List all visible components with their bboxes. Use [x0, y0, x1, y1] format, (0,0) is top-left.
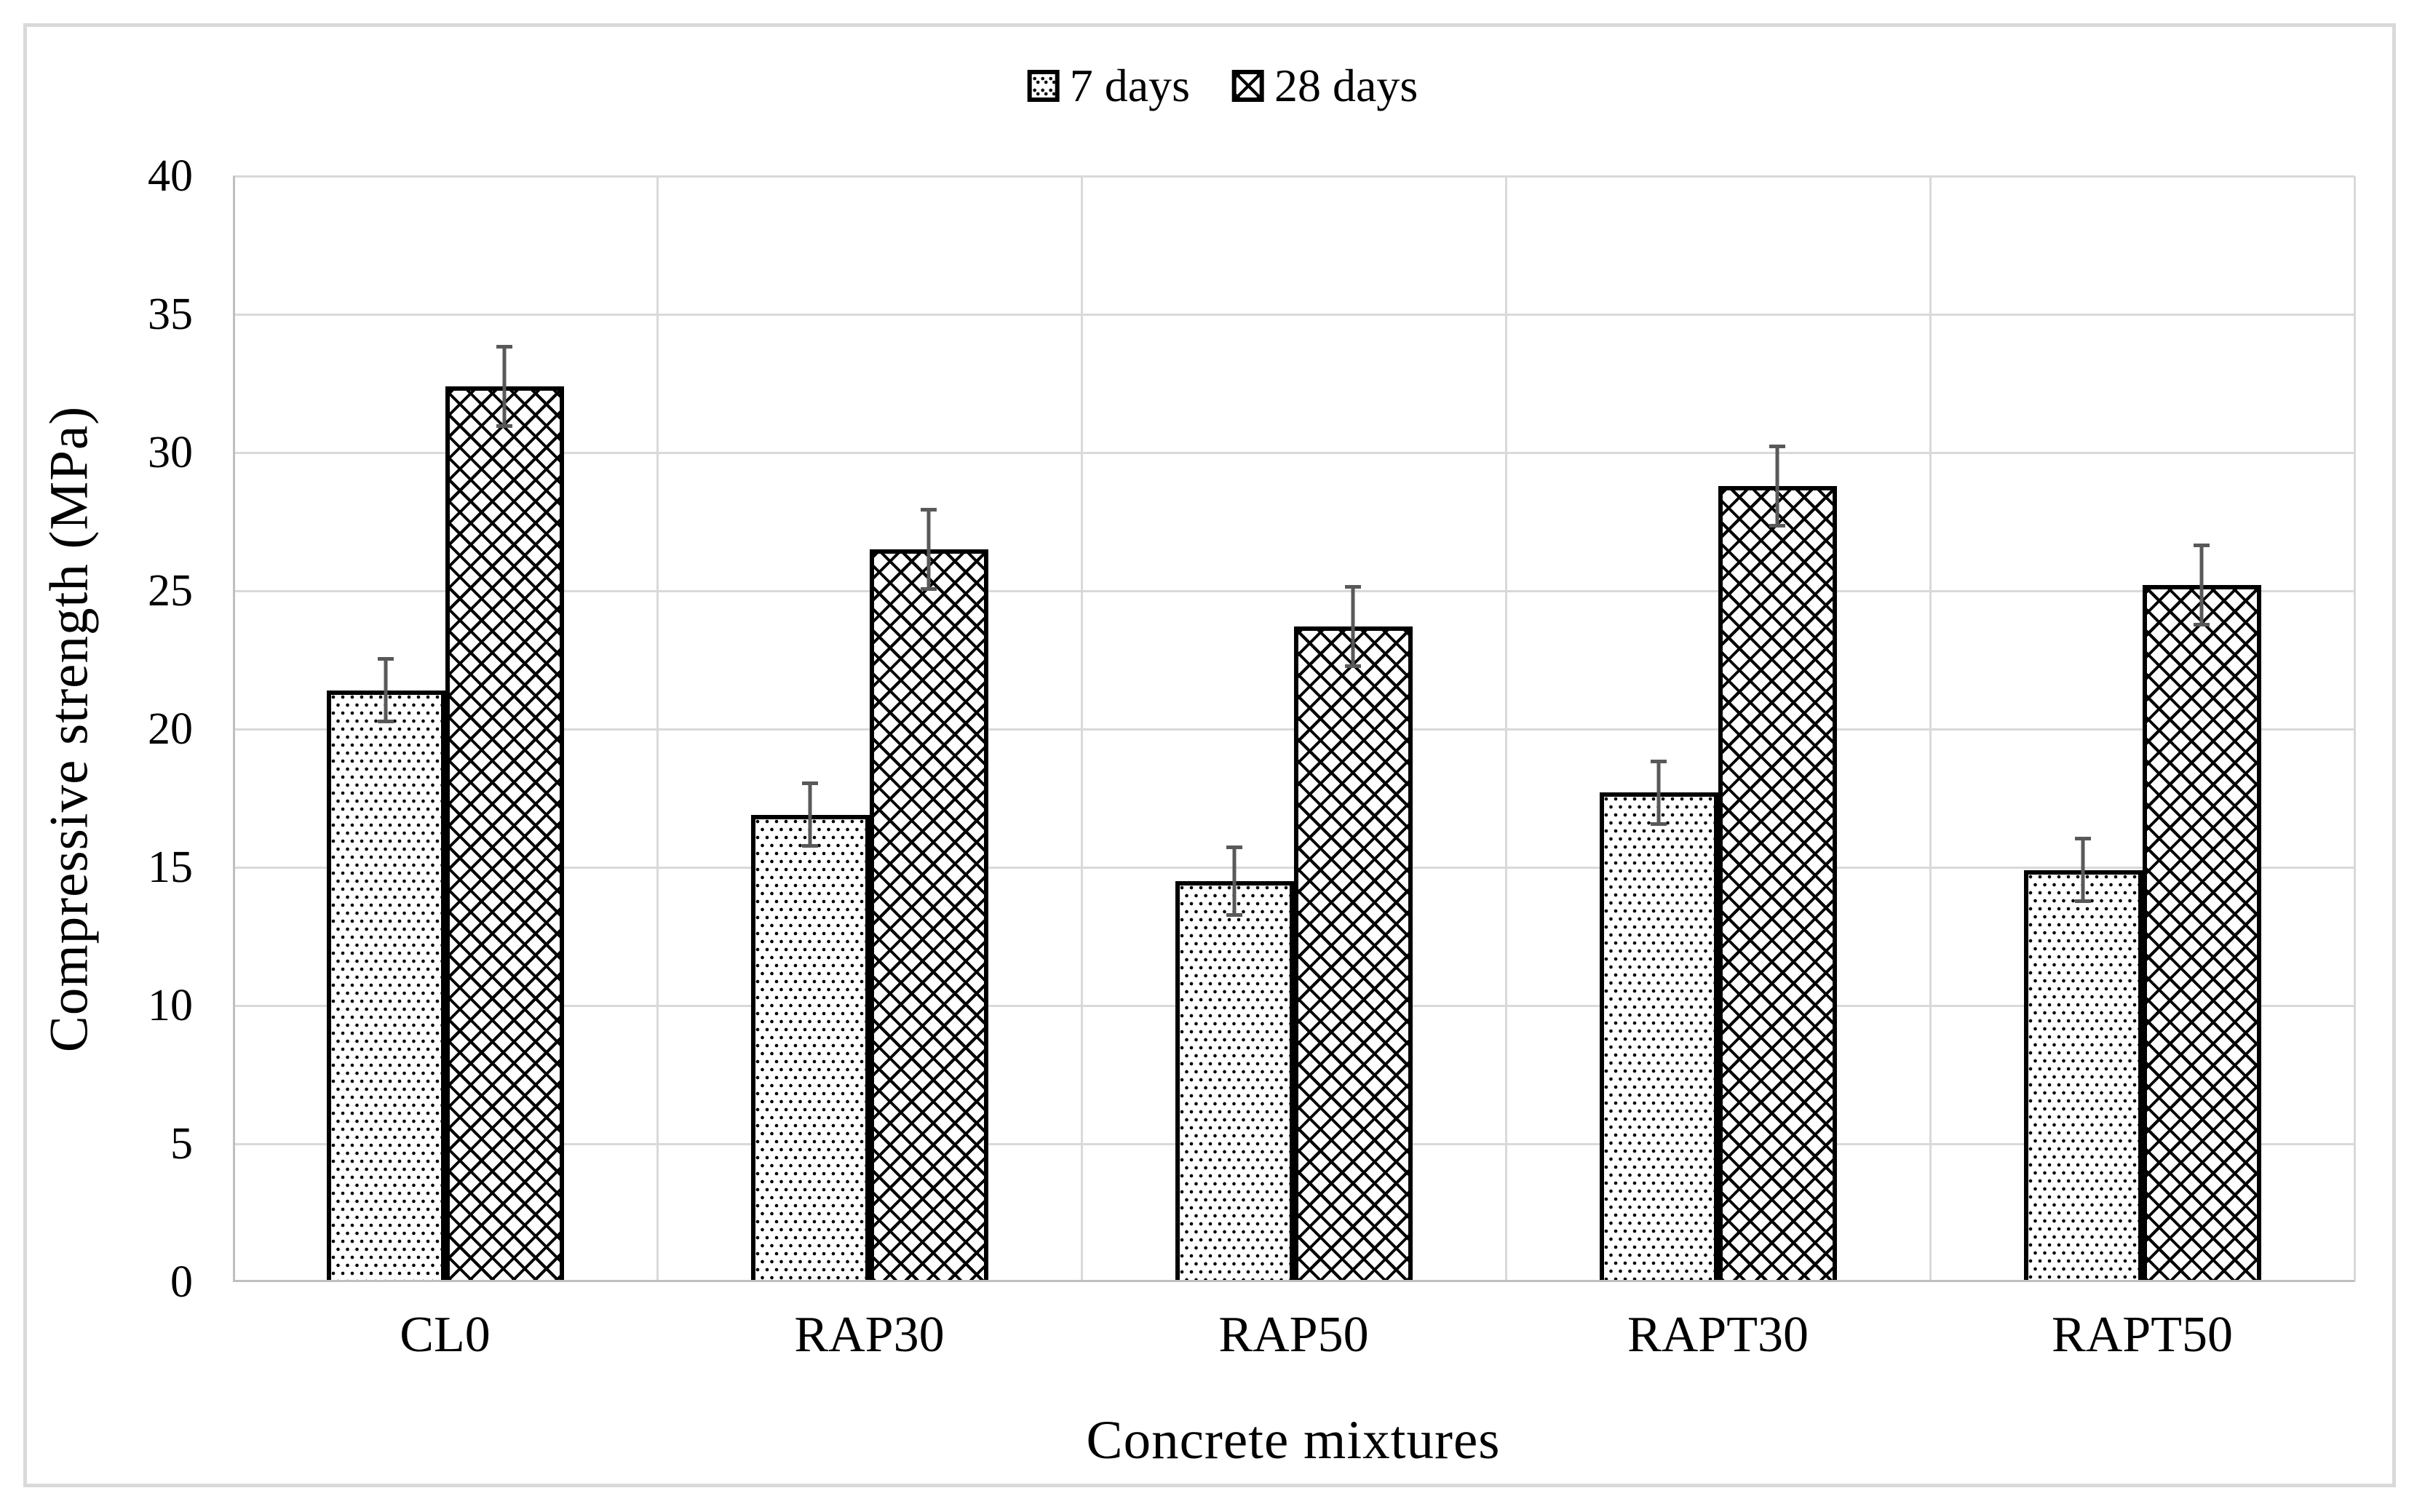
- y-tick-label-30: 30: [148, 428, 193, 477]
- error-bar-7-days-rap30: [802, 781, 818, 848]
- x-tick-label-cl0: CL0: [400, 1307, 491, 1363]
- gridline-35: [233, 313, 2354, 316]
- error-bar-cap-top: [1769, 444, 1785, 448]
- error-bar-28-days-rap30: [921, 508, 937, 591]
- error-bar-line: [1775, 444, 1779, 528]
- category-separator: [1504, 176, 1507, 1282]
- error-bar-line: [1656, 759, 1661, 826]
- y-tick-label-5: 5: [170, 1119, 193, 1169]
- error-bar-7-days-rapt50: [2075, 837, 2091, 904]
- error-bar-line: [1351, 585, 1355, 669]
- x-tick-label-rapt50: RAPT50: [2052, 1307, 2233, 1363]
- error-bar-cap-bottom: [378, 720, 394, 724]
- bar-28-days-rap30: [869, 549, 988, 1282]
- error-bar-28-days-rap50: [1345, 585, 1361, 669]
- bar-7-days-rapt30: [1599, 792, 1718, 1282]
- error-bar-cap-top: [2075, 837, 2091, 841]
- error-bar-line: [1232, 845, 1237, 918]
- error-bar-28-days-rapt30: [1769, 444, 1785, 528]
- bar-28-days-rapt30: [1718, 485, 1837, 1282]
- error-bar-28-days-rapt50: [2194, 544, 2210, 627]
- y-tick-label-15: 15: [148, 843, 193, 892]
- plot-area: [233, 175, 2356, 1282]
- error-bar-cap-top: [496, 344, 512, 349]
- error-bar-cap-bottom: [2075, 899, 2091, 904]
- error-bar-cap-bottom: [2194, 623, 2210, 627]
- error-bar-line: [808, 781, 812, 848]
- error-bar-cap-bottom: [1769, 523, 1785, 528]
- x-tick-label-rap30: RAP30: [794, 1307, 945, 1363]
- bar-7-days-rapt50: [2023, 870, 2143, 1282]
- error-bar-cap-top: [378, 657, 394, 661]
- error-bar-7-days-rapt30: [1651, 759, 1667, 826]
- category-separator: [656, 176, 659, 1282]
- y-tick-label-20: 20: [148, 704, 193, 754]
- error-bar-cap-bottom: [496, 423, 512, 428]
- x-tick-label-rapt30: RAPT30: [1627, 1307, 1809, 1363]
- y-axis-line: [233, 176, 235, 1282]
- bar-7-days-cl0: [326, 690, 445, 1282]
- x-axis-title: Concrete mixtures: [1086, 1410, 1501, 1471]
- gridline-25: [233, 589, 2354, 592]
- x-axis-line: [233, 1280, 2354, 1282]
- legend-item-7-days: 7 days: [1027, 60, 1190, 111]
- error-bar-line: [384, 657, 388, 724]
- error-bar-line: [2199, 544, 2204, 627]
- y-tick-label-35: 35: [148, 290, 193, 339]
- error-bar-cap-top: [1345, 585, 1361, 589]
- error-bar-cap-bottom: [1651, 821, 1667, 826]
- bar-7-days-rap50: [1175, 881, 1294, 1282]
- legend-label: 7 days: [1069, 60, 1190, 111]
- error-bar-cap-top: [2194, 544, 2210, 548]
- bar-28-days-rapt50: [2142, 585, 2261, 1282]
- error-bar-cap-bottom: [802, 844, 818, 848]
- error-bar-cap-bottom: [921, 587, 937, 591]
- y-tick-label-10: 10: [148, 981, 193, 1030]
- legend-swatch-dots-icon: [1027, 70, 1060, 102]
- y-tick-label-40: 40: [148, 151, 193, 201]
- x-tick-label-rap50: RAP50: [1218, 1307, 1369, 1363]
- error-bar-28-days-cl0: [496, 344, 512, 428]
- category-separator: [1929, 176, 1932, 1282]
- error-bar-cap-top: [802, 781, 818, 786]
- legend: 7 days 28 days: [1027, 60, 1418, 111]
- legend-swatch-crosshatch-icon: [1232, 70, 1264, 102]
- y-tick-label-25: 25: [148, 566, 193, 616]
- gridline-30: [233, 451, 2354, 454]
- bar-28-days-rap50: [1293, 626, 1413, 1282]
- error-bar-cap-top: [1651, 759, 1667, 763]
- legend-label: 28 days: [1274, 60, 1418, 111]
- plot-right-border: [2353, 176, 2356, 1282]
- error-bar-line: [502, 344, 507, 428]
- y-tick-label-0: 0: [170, 1257, 193, 1307]
- error-bar-7-days-rap50: [1226, 845, 1242, 918]
- bar-28-days-cl0: [445, 386, 564, 1282]
- error-bar-cap-top: [921, 508, 937, 512]
- error-bar-7-days-cl0: [378, 657, 394, 724]
- category-separator: [1080, 176, 1083, 1282]
- legend-item-28-days: 28 days: [1232, 63, 1418, 109]
- bar-7-days-rap30: [750, 814, 870, 1282]
- gridline-40: [233, 175, 2354, 178]
- error-bar-cap-top: [1226, 845, 1242, 849]
- error-bar-line: [2081, 837, 2085, 904]
- error-bar-cap-bottom: [1226, 913, 1242, 918]
- error-bar-cap-bottom: [1345, 664, 1361, 669]
- error-bar-line: [926, 508, 931, 591]
